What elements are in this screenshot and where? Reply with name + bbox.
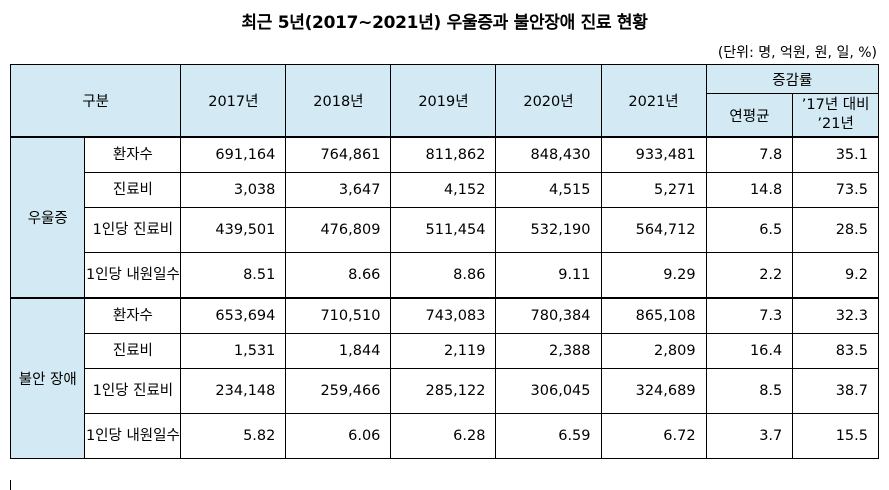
value-cell: 780,384 [495,297,602,334]
header-year-2020: 2020년 [495,64,602,138]
annual-growth-cell: 7.8 [705,136,794,173]
value-cell: 2,388 [495,333,602,369]
header-growth: 증감률 [705,64,880,94]
header-annual-avg: 연평균 [705,93,794,138]
annual-growth-cell: 2.2 [705,252,794,299]
row-item-label: 1인당 진료비 [84,368,182,414]
value-cell: 764,861 [285,136,392,173]
value-cell: 306,045 [495,368,602,414]
vs-2017-growth-cell: 15.5 [792,413,879,459]
value-cell: 1,531 [180,333,287,369]
row-item-label: 1인당 내원일수 [84,413,182,459]
table-body: 우울증 환자수 691,164 764,861 811,862 848,430 933,48… [9,136,879,459]
value-cell: 4,152 [390,172,497,208]
row-item-label: 진료비 [84,172,182,208]
value-cell: 439,501 [180,207,287,253]
row-item-label: 진료비 [84,333,182,369]
value-cell: 1,844 [285,333,392,369]
vs-2017-growth-cell: 38.7 [792,368,879,414]
table-row: 불안 장애 환자수 653,694 710,510 743,083 780,384 865,… [9,297,879,459]
value-cell: 3,038 [180,172,287,208]
value-cell: 8.66 [285,252,392,299]
value-cell: 5.82 [180,413,287,459]
value-cell: 848,430 [495,136,602,173]
table-cut-edge [10,480,880,490]
vs-2017-growth-cell: 73.5 [792,172,879,208]
table-row: 우울증 환자수 691,164 764,861 811,862 848,430 933,48… [9,136,879,299]
value-cell: 259,466 [285,368,392,414]
table-row: 1인당 내원일수 8.51 8.66 8.86 9.11 9.29 2.2 9.2 [11,252,879,299]
vs-2017-growth-cell: 35.1 [792,136,879,173]
value-cell: 865,108 [600,297,707,334]
annual-growth-cell: 16.4 [705,333,794,369]
value-cell: 3,647 [285,172,392,208]
value-cell: 2,119 [390,333,497,369]
value-cell: 532,190 [495,207,602,253]
annual-growth-cell: 8.5 [705,368,794,414]
value-cell: 4,515 [495,172,602,208]
vs-2017-growth-cell: 83.5 [792,333,879,369]
value-cell: 564,712 [600,207,707,253]
value-cell: 511,454 [390,207,497,253]
value-cell: 9.29 [600,252,707,299]
value-cell: 2,809 [600,333,707,369]
annual-growth-cell: 3.7 [705,413,794,459]
group-label: 우울증 [9,136,86,299]
vs-2017-growth-cell: 32.3 [792,297,879,334]
table-row: 1인당 내원일수 5.82 6.06 6.28 6.59 6.72 3.7 15.5 [11,413,879,459]
value-cell: 710,510 [285,297,392,334]
value-cell: 691,164 [180,136,287,173]
header-category: 구분 [9,64,182,138]
value-cell: 6.59 [495,413,602,459]
value-cell: 324,689 [600,368,707,414]
vs-2017-growth-cell: 9.2 [792,252,879,299]
header-year-2018: 2018년 [285,64,392,138]
vs-2017-growth-cell: 28.5 [792,207,879,253]
value-cell: 743,083 [390,297,497,334]
row-item-label: 1인당 진료비 [84,207,182,253]
value-cell: 234,148 [180,368,287,414]
header-vs-2017: ’17년 대비 ’21년 [792,93,879,138]
row-item-label: 환자수 [84,297,182,334]
value-cell: 811,862 [390,136,497,173]
value-cell: 6.28 [390,413,497,459]
table-row: 1인당 진료비 234,148 259,466 285,122 306,045 324,6… [11,368,879,414]
value-cell: 9.11 [495,252,602,299]
group-label: 불안 장애 [9,297,86,459]
table-row: 진료비 3,038 3,647 4,152 4,515 5,271 14.8 73.5 [11,172,879,208]
value-cell: 6.72 [600,413,707,459]
annual-growth-cell: 6.5 [705,207,794,253]
value-cell: 8.86 [390,252,497,299]
table-title: 최근 5년(2017~2021년) 우울증과 불안장애 진료 현황 [241,13,648,33]
table-row: 진료비 1,531 1,844 2,119 2,388 2,809 16.4 83.5 [11,333,879,369]
value-cell: 476,809 [285,207,392,253]
value-cell: 653,694 [180,297,287,334]
header-year-2017: 2017년 [180,64,287,138]
value-cell: 285,122 [390,368,497,414]
value-cell: 933,481 [600,136,707,173]
table-row: 1인당 진료비 439,501 476,809 511,454 532,190 564,7… [11,207,879,253]
header-year-2021: 2021년 [600,64,707,138]
annual-growth-cell: 7.3 [705,297,794,334]
row-item-label: 1인당 내원일수 [84,252,182,299]
value-cell: 6.06 [285,413,392,459]
header-year-2019: 2019년 [390,64,497,138]
value-cell: 5,271 [600,172,707,208]
value-cell: 8.51 [180,252,287,299]
unit-note: (단위: 명, 억원, 원, 일, %) [717,45,877,61]
annual-growth-cell: 14.8 [705,172,794,208]
row-item-label: 환자수 [84,136,182,173]
stats-table: 구분 2017년 2018년 2019년 2020년 2021년 증감률 연평균… [9,64,880,459]
